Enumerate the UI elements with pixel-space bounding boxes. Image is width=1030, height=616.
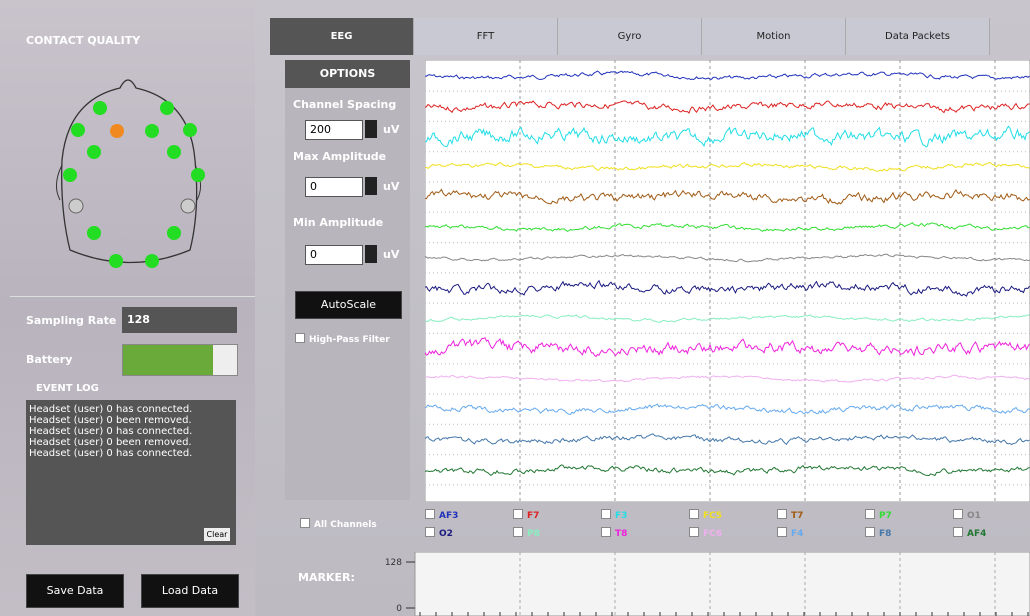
channel-checkbox[interactable]: T7 [777,509,803,521]
load-button[interactable]: Load Data [141,574,239,608]
log-line: Headset (user) 0 has connected. [29,404,236,415]
sampling-rate-value: 128 [122,307,237,333]
unit: uV [383,180,399,193]
sampling-rate-label: Sampling Rate [26,314,116,327]
event-log: Headset (user) 0 has connected.Headset (… [26,400,236,545]
max-amplitude-label: Max Amplitude [293,150,386,163]
tab[interactable]: Motion [702,18,846,55]
head-diagram [50,70,220,270]
channel-spacing-input[interactable]: 200 [305,120,363,140]
tab[interactable]: Data Packets [846,18,990,55]
channel-checkbox[interactable]: F4 [777,527,803,539]
log-line: Headset (user) 0 been removed. [29,415,236,426]
channel-checkbox[interactable]: FC5 [689,509,722,521]
battery-label: Battery [26,353,72,366]
high-pass-checkbox[interactable]: High-Pass Filter [295,333,390,345]
channel-spacing-label: Channel Spacing [293,98,396,111]
tab[interactable]: FFT [414,18,558,55]
log-line: Headset (user) 0 been removed. [29,437,236,448]
all-channels-checkbox[interactable]: All Channels [300,518,377,530]
tab[interactable]: Gyro [558,18,702,55]
marker-label: MARKER: [298,571,355,584]
left-panel: CONTACT QUALITY Sampling Rate 128 Batter… [0,0,255,616]
save-button[interactable]: Save Data [26,574,124,608]
clear-button[interactable]: Clear [204,528,230,541]
options-title: OPTIONS [285,60,410,88]
channel-checkbox[interactable]: P8 [513,527,540,539]
marker-bg [415,552,1030,616]
event-log-label: EVENT LOG [36,383,99,394]
app: CONTACT QUALITY Sampling Rate 128 Batter… [0,0,1030,616]
autoscale-button[interactable]: AutoScale [295,291,402,319]
channel-checkbox[interactable]: F8 [865,527,891,539]
battery-bar [122,344,238,376]
divider [10,296,255,297]
marker-chart: 0 128 [380,552,1030,616]
contact-quality-title: CONTACT QUALITY [26,34,140,47]
unit: uV [383,123,399,136]
channel-checkbox[interactable]: P7 [865,509,892,521]
spin-button[interactable] [365,245,377,263]
channel-checkbox[interactable]: F7 [513,509,539,521]
channel-checkbox[interactable]: F3 [601,509,627,521]
y-tick-label: 128 [385,558,402,568]
spin-button[interactable] [365,120,377,138]
min-amplitude-input[interactable]: 0 [305,245,363,265]
channel-checkbox[interactable]: AF3 [425,509,458,521]
y-tick-label: 0 [396,604,402,614]
channel-checkbox[interactable]: FC6 [689,527,722,539]
tab[interactable]: EEG [270,18,414,55]
min-amplitude-label: Min Amplitude [293,216,383,229]
channel-checkbox[interactable]: AF4 [953,527,986,539]
log-line: Headset (user) 0 has connected. [29,448,236,459]
options-panel: OPTIONS Channel Spacing 200 uV Max Ampli… [285,60,410,500]
log-line: Headset (user) 0 has connected. [29,426,236,437]
chart-bg [425,60,1030,502]
unit: uV [383,248,399,261]
spin-button[interactable] [365,177,377,195]
channel-checkbox[interactable]: T8 [601,527,627,539]
channel-checkbox[interactable]: O1 [953,509,981,521]
max-amplitude-input[interactable]: 0 [305,177,363,197]
channel-checkbox[interactable]: O2 [425,527,453,539]
eeg-chart [425,60,1030,502]
